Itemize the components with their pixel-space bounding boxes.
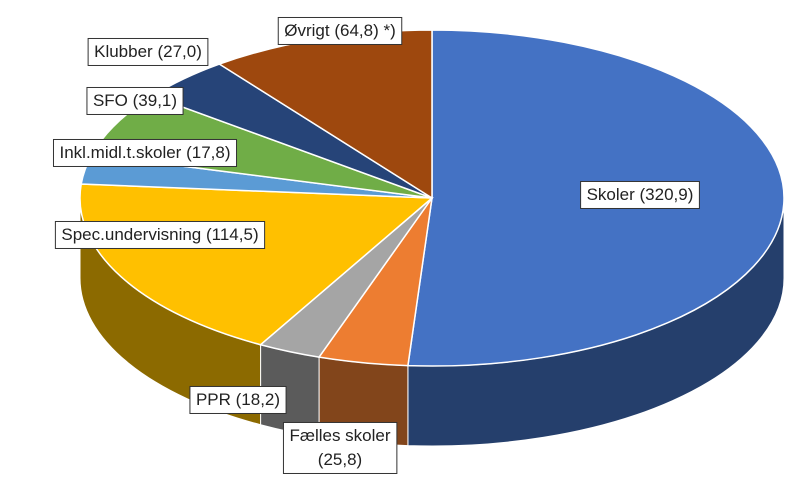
label-category: Fælles skoler — [289, 426, 390, 445]
data-label: Fælles skoler (25,8) — [289, 426, 390, 469]
label-value: (27,0) — [157, 42, 201, 61]
label-box — [189, 385, 287, 414]
data-label: Klubber (27,0) — [94, 42, 202, 61]
label-box — [282, 421, 398, 474]
label-value: (64,8) *) — [334, 21, 395, 40]
data-labels: Skoler (320,9) Fælles skoler (25,8) PPR (18… — [52, 16, 700, 474]
label-box — [87, 37, 209, 66]
label-category: Spec.undervisning — [61, 225, 201, 244]
label-value: (39,1) — [133, 91, 177, 110]
label-box — [54, 220, 266, 249]
label-category: Øvrigt — [284, 21, 330, 40]
label-box — [86, 86, 184, 115]
label-box — [52, 138, 238, 167]
data-label: SFO (39,1) — [93, 91, 177, 110]
data-label: Inkl.midl.t.skoler (17,8) — [59, 143, 230, 162]
label-category: PPR — [196, 390, 231, 409]
label-box — [580, 180, 700, 209]
data-label: Øvrigt (64,8) *) — [284, 21, 396, 40]
label-value: (114,5) — [206, 225, 259, 244]
label-category: Inkl.midl.t.skoler — [59, 143, 181, 162]
label-value: (25,8) — [318, 450, 362, 469]
label-value: (320,9) — [640, 185, 694, 204]
data-label: Spec.undervisning (114,5) — [61, 225, 258, 244]
label-category: Skoler — [587, 185, 636, 204]
label-box — [277, 16, 403, 45]
label-category: Klubber — [94, 42, 153, 61]
label-value: (17,8) — [186, 143, 230, 162]
data-label: PPR (18,2) — [196, 390, 280, 409]
data-label: Skoler (320,9) — [587, 185, 694, 204]
label-category: SFO — [93, 91, 128, 110]
label-value: (18,2) — [236, 390, 280, 409]
